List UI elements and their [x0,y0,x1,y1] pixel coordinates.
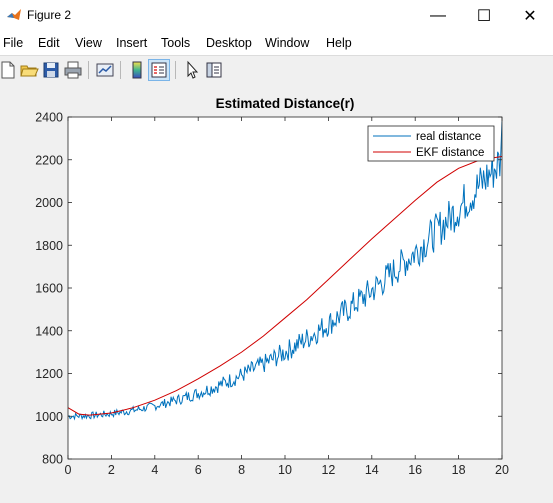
x-tick-label: 14 [365,463,379,477]
insert-colorbar-icon[interactable] [127,60,147,80]
x-tick-label: 10 [278,463,292,477]
link-plot-icon[interactable] [95,60,115,80]
window-title: Figure 2 [27,8,72,22]
menu-edit[interactable]: Edit [38,36,60,50]
menu-view[interactable]: View [75,36,102,50]
chart-title: Estimated Distance(r) [216,96,355,111]
menu-insert[interactable]: Insert [116,36,148,50]
menu-bar: File Edit View Insert Tools Desktop Wind… [0,31,553,81]
menu-window[interactable]: Window [265,36,310,50]
legend-box[interactable] [367,125,495,162]
x-tick-label: 0 [65,463,72,477]
save-icon[interactable] [41,60,61,80]
title-bar: Figure 2 — ☐ ✕ [0,0,553,31]
legend-label: EKF distance [416,147,484,159]
open-file-icon[interactable] [19,60,39,80]
x-tick-label: 16 [408,463,422,477]
open-property-inspector-icon[interactable] [204,60,224,80]
toolbar-separator [88,61,89,79]
series-line-ekf-distance [68,156,502,416]
y-tick-label: 1200 [35,367,63,381]
y-tick-label: 1600 [35,282,63,296]
figure-canvas: Estimated Distance(r) 0 2 4 6 8 10 12 14 16 18 20 8… [0,84,553,503]
close-button[interactable]: ✕ [507,0,553,31]
legend-label: real distance [416,131,481,143]
new-figure-icon[interactable] [0,60,18,80]
toolbar-separator [120,61,121,79]
x-tick-label: 18 [452,463,466,477]
y-tick-label: 800 [42,453,63,467]
y-tick-label: 1000 [35,410,63,424]
menu-help[interactable]: Help [326,36,352,50]
insert-legend-icon[interactable] [148,59,170,81]
maximize-button[interactable]: ☐ [461,0,507,31]
axes-background [68,117,502,459]
y-tick-label: 2200 [35,153,63,167]
figure-toolbar [0,55,553,85]
x-tick-label: 20 [495,463,509,477]
menu-file[interactable]: File [3,36,24,50]
menu-tools[interactable]: Tools [161,36,191,50]
matlab-logo-icon [7,9,21,20]
x-tick-label: 6 [195,463,202,477]
y-tick-label: 2400 [35,111,63,125]
series-line-real-distance [68,121,502,421]
maximize-icon: ☐ [476,7,492,25]
print-icon[interactable] [63,60,83,80]
x-tick-label: 8 [238,463,245,477]
y-tick-label: 2000 [35,196,63,210]
minimize-icon: — [430,6,446,24]
y-tick-label: 1800 [35,239,63,253]
y-tick-label: 1400 [35,324,63,338]
plot-svg[interactable]: Estimated Distance(r) 0 2 4 6 8 10 12 14 16 18 20 8… [0,84,553,503]
menu-desktop[interactable]: Desktop [206,36,252,50]
edit-plot-arrow-icon[interactable] [182,60,202,80]
x-tick-label: 12 [321,463,335,477]
x-tick-label: 2 [108,463,115,477]
toolbar-separator [175,61,176,79]
x-tick-label: 4 [151,463,158,477]
close-icon: ✕ [523,7,537,25]
minimize-button[interactable]: — [415,0,461,31]
